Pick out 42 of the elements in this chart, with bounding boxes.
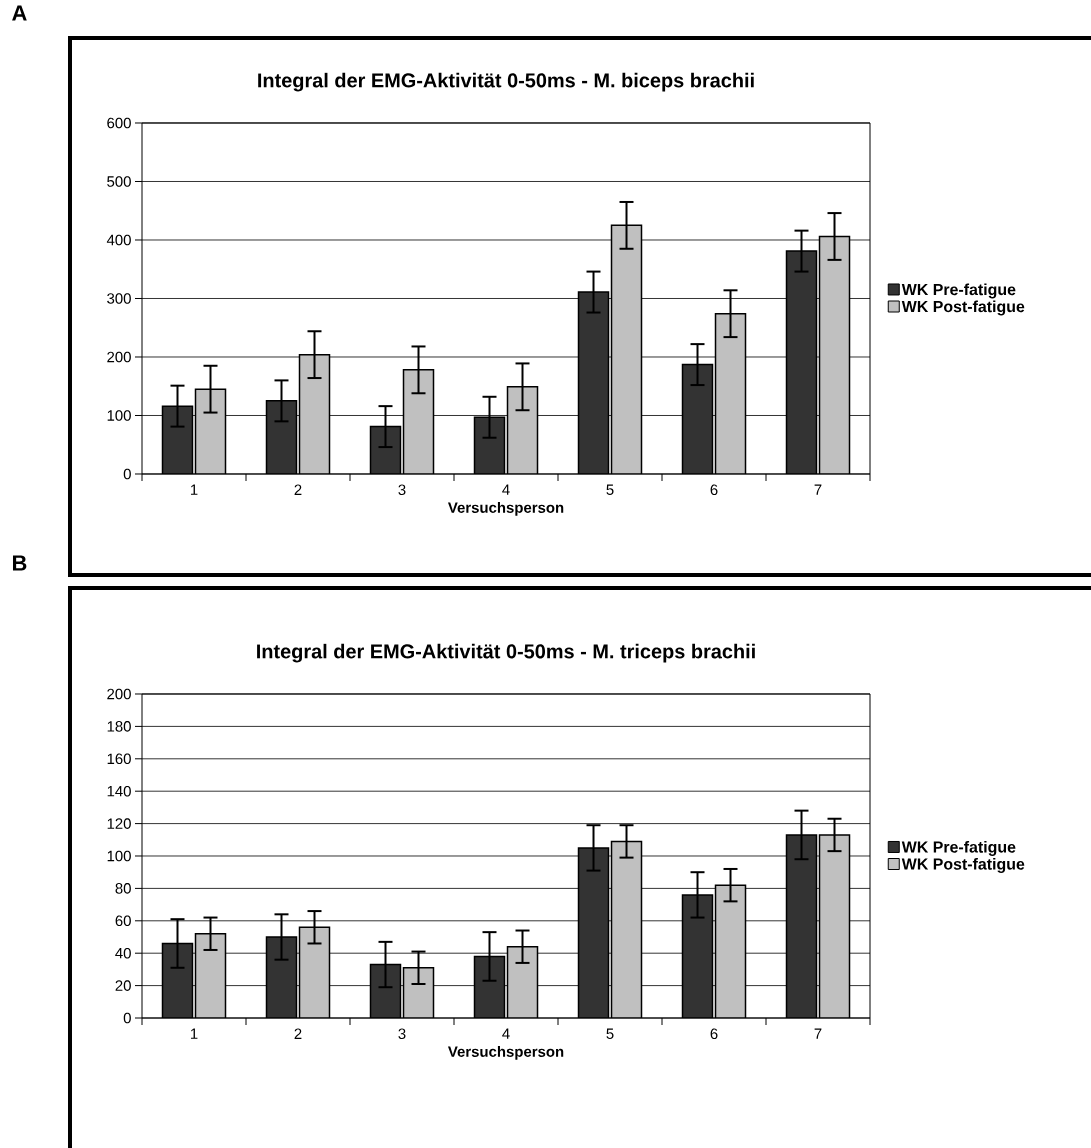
y-tick-label: 500 <box>107 176 131 187</box>
y-tick-label: 160 <box>107 753 131 765</box>
legend-label: WK Post-fatigue <box>901 300 1025 316</box>
y-tick-label: 60 <box>115 915 131 927</box>
x-tick-label: 7 <box>814 484 822 495</box>
x-tick-label: 4 <box>502 1028 510 1039</box>
y-tick-label: 120 <box>107 818 131 829</box>
x-tick-label: 5 <box>606 1028 614 1039</box>
text: A <box>12 5 27 21</box>
legend-label: WK Post-fatigue <box>901 857 1025 873</box>
x-tick-label: 1 <box>190 484 198 495</box>
y-tick-label: 180 <box>107 721 131 732</box>
x-tick-label: 6 <box>710 484 718 496</box>
legend-label: WK Pre-fatigue <box>901 840 1016 856</box>
chart-title: Integral der EMG-Aktivität 0-50ms - M. biceps brachii <box>258 72 754 92</box>
y-tick-label: 100 <box>107 850 131 862</box>
y-tick-label: 40 <box>115 947 131 959</box>
y-tick-label: 200 <box>107 688 131 700</box>
x-axis-title: Versuchsperson <box>447 1045 564 1060</box>
x-axis-title: Versuchsperson <box>447 501 564 516</box>
y-tick-label: 100 <box>107 410 131 421</box>
y-tick-label: 600 <box>107 117 131 129</box>
x-tick-label: 4 <box>502 484 510 495</box>
x-tick-label: 6 <box>710 1028 718 1040</box>
text: B <box>12 555 27 571</box>
y-tick-label: 20 <box>115 980 131 991</box>
x-tick-label: 5 <box>606 484 614 495</box>
x-tick-label: 3 <box>398 484 406 496</box>
y-tick-label: 0 <box>123 1012 131 1024</box>
chart-title: Integral der EMG-Aktivität 0-50ms - M. triceps brachii <box>257 643 755 663</box>
y-tick-label: 300 <box>107 293 131 304</box>
x-tick-label: 1 <box>190 1028 198 1039</box>
y-tick-label: 0 <box>123 468 131 480</box>
legend-label: WK Pre-fatigue <box>901 283 1016 299</box>
y-tick-label: 400 <box>106 234 131 246</box>
y-tick-label: 80 <box>115 883 131 894</box>
x-tick-label: 3 <box>398 1028 406 1040</box>
y-tick-label: 140 <box>107 785 131 797</box>
y-tick-label: 200 <box>107 351 131 363</box>
x-tick-label: 2 <box>294 484 302 495</box>
x-tick-label: 7 <box>814 1028 822 1039</box>
x-tick-label: 2 <box>294 1028 302 1039</box>
